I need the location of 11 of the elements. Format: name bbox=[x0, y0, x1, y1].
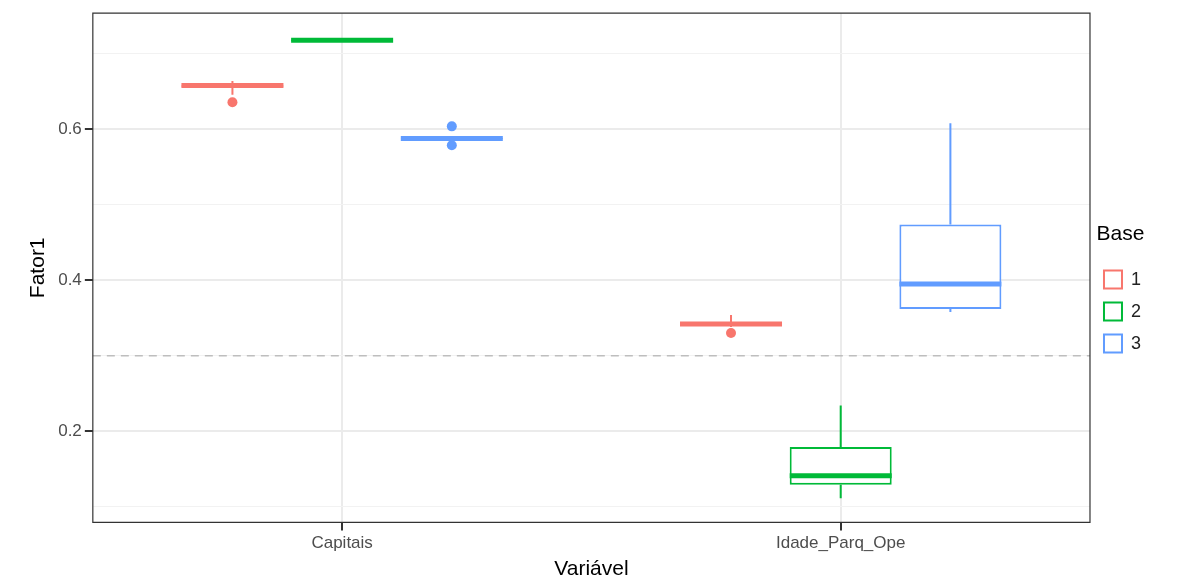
legend-label: 3 bbox=[1130, 332, 1141, 353]
x-axis-title: Variável bbox=[554, 556, 629, 580]
legend-label: 2 bbox=[1130, 300, 1141, 321]
legend-title: Base bbox=[1096, 220, 1145, 244]
y-tick-label: 0.6 bbox=[58, 119, 82, 139]
legend-label: 1 bbox=[1130, 268, 1141, 289]
y-axis-title: Fator1 bbox=[25, 237, 49, 299]
x-tick-label: Idade_Parq_Ope bbox=[775, 533, 906, 553]
y-tick-label: 0.4 bbox=[58, 269, 82, 289]
x-tick-label: Capitais bbox=[311, 533, 373, 553]
y-tick-label: 0.2 bbox=[58, 420, 82, 440]
